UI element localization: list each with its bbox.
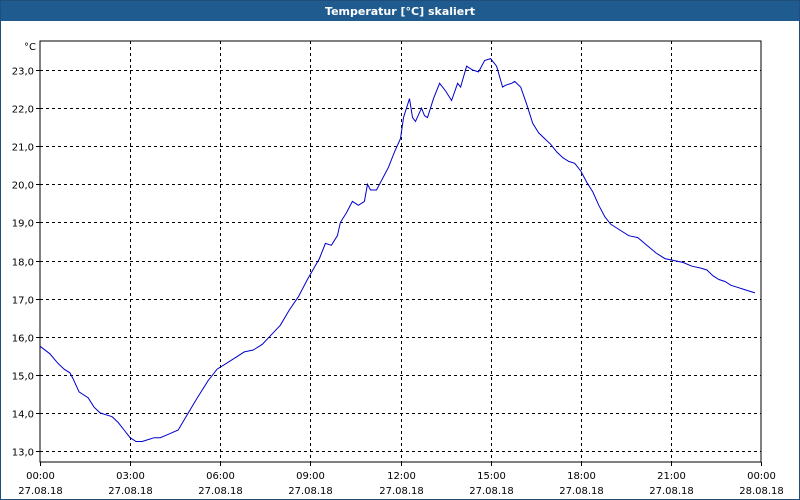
x-tick-time-label: 21:00 (657, 471, 686, 482)
x-tick-date-label: 27.08.18 (559, 486, 604, 497)
window-title: Temperatur [°C] skaliert (1, 1, 799, 21)
y-tick-label: 17,0 (12, 296, 34, 307)
y-tick-label: 21,0 (12, 143, 34, 154)
y-tick-label: 20,0 (12, 181, 34, 192)
y-axis-ticks: 13,0 14,0 15,0 16,0 17,0 18,0 19,0 20,0 21,0 22,0… (12, 67, 40, 459)
x-tick-time-label: 15:00 (477, 471, 506, 482)
x-tick-time-label: 00:00 (26, 471, 55, 482)
grid-lines (40, 41, 761, 462)
plot-area (39, 40, 762, 463)
x-tick-time-label: 09:00 (296, 471, 325, 482)
y-tick-label: 14,0 (12, 410, 34, 421)
x-tick-date-label: 27.08.18 (469, 486, 514, 497)
y-tick-label: 19,0 (12, 219, 34, 230)
x-tick-time-label: 12:00 (387, 471, 416, 482)
y-tick-label: 16,0 (12, 334, 34, 345)
x-tick-date-label: 27.08.18 (18, 486, 63, 497)
x-tick-time-label: 00:00 (747, 471, 776, 482)
x-tick-date-label: 27.08.18 (649, 486, 694, 497)
x-tick-date-label: 28.08.18 (739, 486, 784, 497)
x-tick-date-label: 27.08.18 (198, 486, 243, 497)
x-tick-date-label: 27.08.18 (108, 486, 153, 497)
y-tick-label: 22,0 (12, 105, 34, 116)
x-tick-date-label: 27.08.18 (379, 486, 424, 497)
y-tick-label: 15,0 (12, 372, 34, 383)
x-tick-date-label: 27.08.18 (288, 486, 333, 497)
y-tick-label: 13,0 (12, 448, 34, 459)
x-tick-time-label: 03:00 (116, 471, 145, 482)
x-tick-time-label: 06:00 (206, 471, 235, 482)
x-axis-ticks: 00:00 27.08.18 03:00 27.08.18 06:00 27.08.18 0… (18, 462, 784, 497)
x-tick-time-label: 18:00 (567, 471, 596, 482)
y-axis-unit-label: °C (24, 42, 36, 53)
y-tick-label: 23,0 (12, 67, 34, 78)
y-tick-label: 18,0 (12, 258, 34, 269)
temperature-series-line (39, 58, 756, 442)
